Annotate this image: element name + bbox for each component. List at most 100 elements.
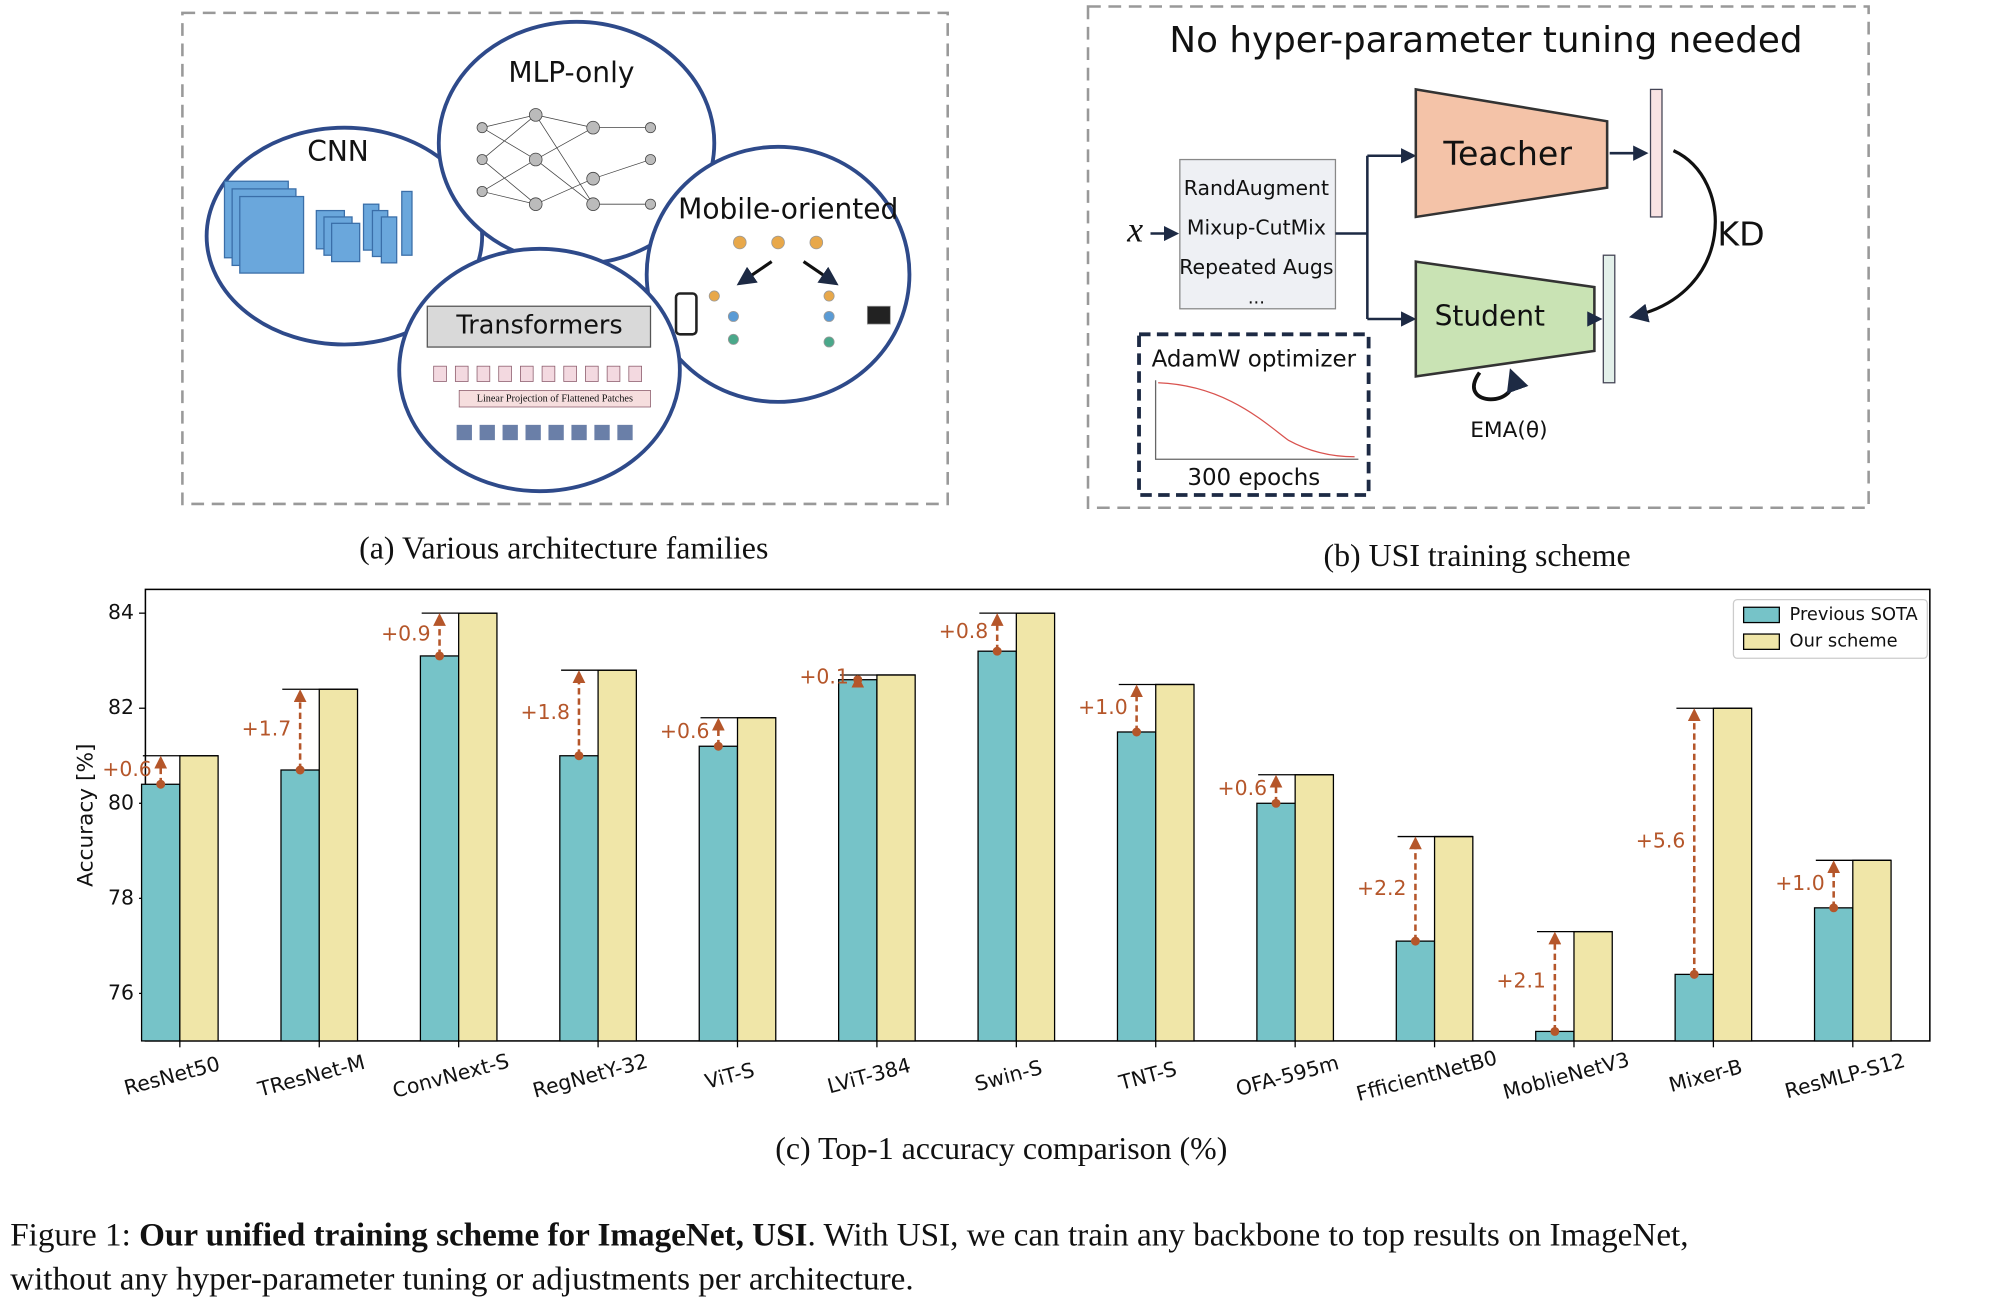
bar <box>1852 859 1892 1042</box>
teacher-shape <box>1414 87 1609 219</box>
gain-label: +0.6 <box>660 719 710 743</box>
mobile-circle <box>644 144 912 404</box>
panel-caption: (c) Top-1 accuracy comparison (%) <box>775 1131 1227 1166</box>
gain-dot <box>992 646 1002 656</box>
gain-dot <box>435 651 445 661</box>
optimizer-label: AdamW optimizer <box>1152 346 1357 372</box>
legend-swatch <box>1742 633 1780 650</box>
teacher-label: Teacher <box>1442 134 1572 173</box>
aug-box <box>1179 158 1337 310</box>
gain-label: +0.9 <box>381 622 431 646</box>
mobile-icon <box>674 235 891 348</box>
bar <box>140 783 181 1042</box>
panel-frame <box>181 11 949 506</box>
bar <box>1015 612 1056 1042</box>
lr-axes <box>1154 380 1359 460</box>
x-tick-label: OFA-595m <box>1233 1050 1341 1100</box>
arch-label: Mobile-oriented <box>678 193 898 226</box>
lr-curve <box>1158 382 1355 458</box>
bar <box>597 669 637 1042</box>
x-tick-label: ResMLP-S12 <box>1782 1048 1907 1103</box>
bar <box>1433 835 1474 1042</box>
teacher-output <box>1649 88 1663 218</box>
bar <box>1294 774 1335 1042</box>
projection-box <box>458 390 651 408</box>
x-tick-label: ViT-S <box>702 1058 757 1094</box>
transformer-block <box>426 305 652 348</box>
gain-label: +0.8 <box>939 619 989 643</box>
x-tick-label: TNT-S <box>1115 1057 1179 1096</box>
gain-dot <box>156 779 166 789</box>
gain-label: +0.1 <box>799 664 849 688</box>
bar <box>280 769 320 1042</box>
kd-label: KD <box>1717 215 1764 254</box>
panel-caption: (b) USI training scheme <box>1323 538 1630 573</box>
gain-dot <box>1132 727 1142 737</box>
panel-caption: (a) Various architecture families <box>359 530 768 565</box>
gain-dot <box>1550 1026 1560 1036</box>
gain-dot <box>853 675 863 685</box>
bar <box>1573 930 1613 1042</box>
gain-label: +1.7 <box>242 717 292 741</box>
student-shape <box>1414 260 1596 378</box>
figure-caption: Figure 1: Our unified training scheme fo… <box>10 1216 1688 1253</box>
gain-label: +0.6 <box>1218 776 1268 800</box>
gain-label: +5.6 <box>1636 828 1686 852</box>
gain-dot <box>1689 969 1699 979</box>
panel-b: No hyper-parameter tuning needed x RandA… <box>1086 5 1870 573</box>
x-tick-label: Mixer-B <box>1666 1054 1745 1097</box>
bar <box>1116 731 1157 1042</box>
bar <box>1712 707 1753 1042</box>
bar <box>977 650 1017 1042</box>
bar <box>838 679 878 1042</box>
gain-label: +0.6 <box>102 757 152 781</box>
gain-label: +1.0 <box>1078 695 1128 719</box>
panel-title: No hyper-parameter tuning needed <box>1169 20 1802 61</box>
gain-label: +1.0 <box>1775 871 1825 895</box>
aug-item: Mixup-CutMix <box>1187 215 1326 239</box>
bar-chart: Accuracy [%] (c) Top-1 accuracy comparis… <box>74 588 1931 1166</box>
epochs-label: 300 epochs <box>1187 465 1320 491</box>
gain-label: +1.8 <box>521 700 571 724</box>
mlp-icon <box>476 108 656 211</box>
y-tick-label: 82 <box>108 695 134 719</box>
gain-label: +2.1 <box>1496 969 1546 993</box>
kd-arrow <box>1628 149 1717 323</box>
aug-item: Repeated Augs <box>1179 255 1333 279</box>
input-symbol: x <box>1126 210 1143 250</box>
bar <box>559 755 599 1042</box>
y-tick-label: 80 <box>108 790 134 814</box>
aug-item: RandAugment <box>1184 176 1329 200</box>
projection-text: Linear Projection of Flattened Patches <box>477 394 633 405</box>
arch-label: CNN <box>307 135 369 168</box>
gain-label: +2.2 <box>1357 876 1407 900</box>
legend-box <box>1732 598 1928 659</box>
bar <box>1395 940 1436 1042</box>
bar <box>458 612 498 1042</box>
student-output <box>1602 254 1616 384</box>
connector <box>1335 154 1414 321</box>
y-axis-label: Accuracy [%] <box>74 743 99 886</box>
caption-label: Figure 1: <box>10 1216 139 1253</box>
token-row <box>433 365 642 382</box>
bar <box>1674 973 1715 1042</box>
bar <box>698 745 739 1042</box>
gain-dot <box>713 741 723 751</box>
bar <box>419 655 460 1042</box>
legend-swatch <box>1742 606 1780 624</box>
x-tick-label: FfficientNetB0 <box>1354 1045 1500 1106</box>
bar <box>1155 683 1195 1042</box>
panel-a: CNN MLP-only Mobile-oriented Transformer… <box>181 11 949 565</box>
arch-label: Transformers <box>455 311 622 341</box>
x-tick-label: ConvNext-S <box>390 1049 512 1103</box>
ema-arrow <box>1472 368 1529 402</box>
bar <box>179 755 219 1042</box>
legend-label: Our scheme <box>1790 631 1898 652</box>
student-label: Student <box>1435 300 1545 333</box>
x-tick-label: ResNet50 <box>121 1051 222 1100</box>
y-tick-label: 78 <box>108 885 134 909</box>
gain-dot <box>1271 798 1281 808</box>
bar <box>1813 907 1854 1042</box>
